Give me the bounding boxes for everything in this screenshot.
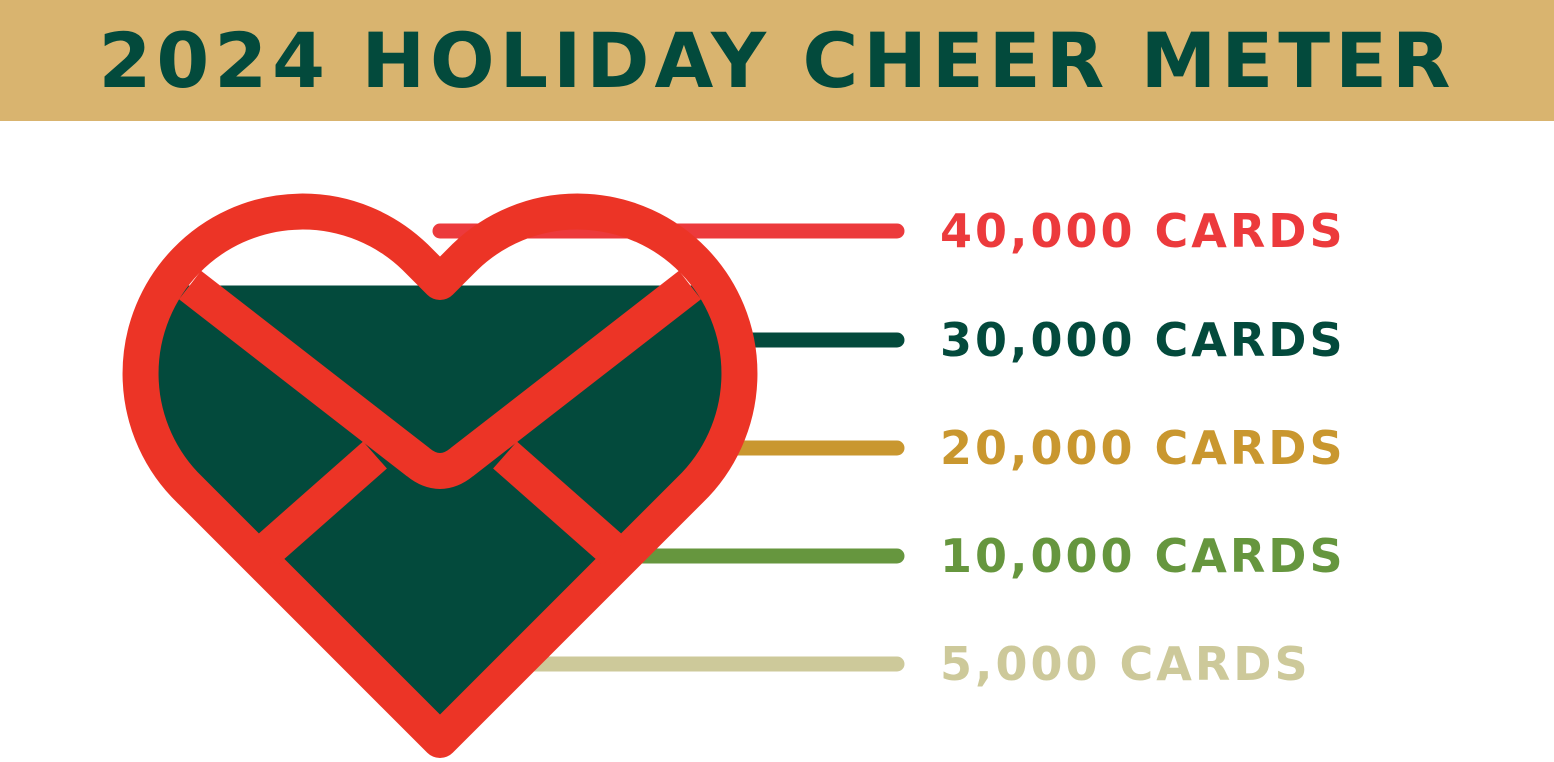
title-banner: 2024 HOLIDAY CHEER METER: [0, 0, 1554, 121]
page-title: 2024 HOLIDAY CHEER METER: [98, 16, 1456, 105]
level-label: 5,000 CARDS: [940, 637, 1311, 691]
envelope-left-fold: [253, 441, 387, 566]
envelope-right-fold: [493, 441, 627, 566]
envelope-flap: [178, 270, 702, 489]
level-label: 40,000 CARDS: [940, 204, 1346, 258]
level-label: 10,000 CARDS: [940, 529, 1346, 583]
heart-outline: [122, 193, 758, 758]
level-label: 30,000 CARDS: [940, 313, 1346, 367]
level-label: 20,000 CARDS: [940, 421, 1346, 475]
